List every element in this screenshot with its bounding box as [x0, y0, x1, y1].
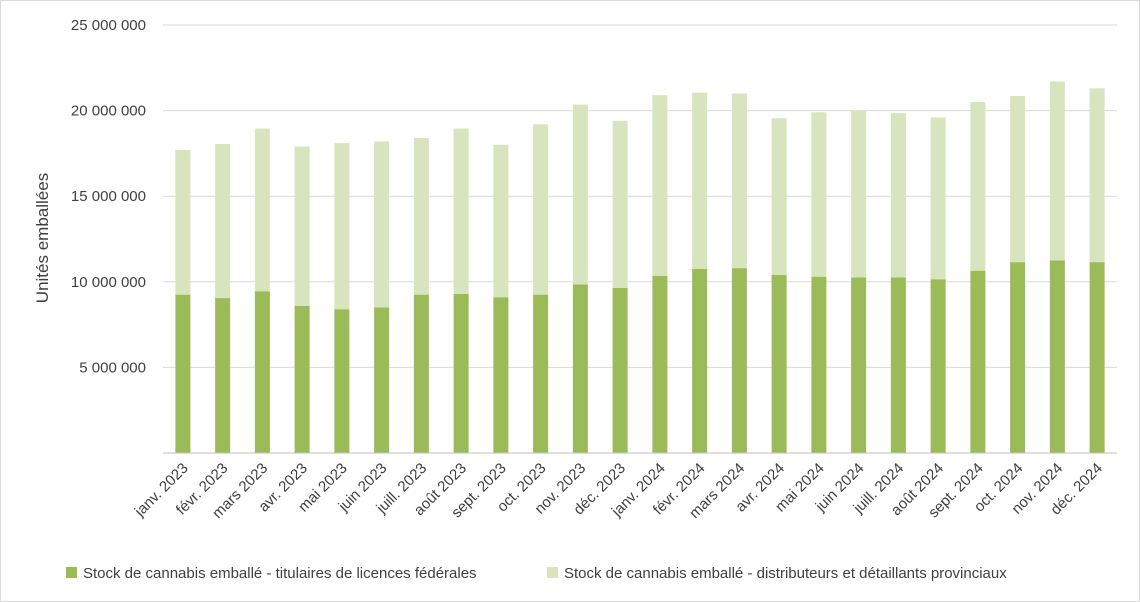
bar-segment-series-1	[493, 297, 509, 453]
bar-segment-series-1	[930, 279, 946, 453]
bar-segment-series-1	[1089, 262, 1105, 453]
bar-segment-series-1	[731, 268, 747, 453]
legend-swatch-series-1	[66, 567, 77, 578]
y-tick-label: 10 000 000	[71, 274, 146, 291]
bar-segment-series-1	[572, 284, 588, 453]
bar-segment-series-2	[215, 143, 231, 299]
bar-segment-series-1	[612, 287, 628, 453]
bar-segment-series-2	[572, 104, 588, 285]
bar-segment-series-1	[1010, 262, 1026, 453]
y-axis-ticks: 5 000 000 10 000 000 15 000 000 20 000 000 2…	[71, 17, 146, 376]
bar-segment-series-1	[771, 274, 787, 453]
bar-segment-series-2	[851, 110, 867, 278]
bar-segment-series-2	[811, 112, 827, 277]
gridlines	[163, 24, 1117, 368]
bar-segment-series-2	[771, 118, 787, 275]
bar-segment-series-2	[175, 149, 191, 295]
bar-segment-series-2	[374, 141, 390, 308]
y-tick-label: 25 000 000	[71, 17, 146, 34]
legend: Stock de cannabis emballé - titulaires d…	[66, 565, 1007, 582]
bar-segment-series-2	[731, 93, 747, 269]
bar-segment-series-1	[334, 309, 350, 453]
y-tick-label: 15 000 000	[71, 188, 146, 205]
bar-segment-series-1	[175, 294, 191, 453]
bar-segment-series-2	[652, 95, 668, 276]
bar-segment-series-1	[851, 277, 867, 453]
legend-label-series-2: Stock de cannabis emballé - distributeur…	[564, 565, 1007, 582]
bar-segment-series-2	[930, 117, 946, 280]
bar-segment-series-2	[413, 137, 429, 295]
bar-segment-series-2	[1010, 96, 1026, 263]
bar-segment-series-1	[453, 293, 469, 453]
bar-segment-series-2	[692, 92, 708, 269]
legend-swatch-series-2	[547, 567, 558, 578]
bar-segment-series-1	[811, 276, 827, 453]
bar-segment-series-2	[1049, 81, 1065, 261]
bar-segment-series-1	[890, 277, 906, 453]
bar-segment-series-2	[254, 128, 270, 292]
bar-segment-series-1	[1049, 260, 1065, 453]
bar-segment-series-1	[374, 307, 390, 453]
y-axis-title: Unités emballées	[33, 173, 52, 303]
y-tick-label: 5 000 000	[79, 359, 146, 376]
bar-segment-series-1	[652, 275, 668, 453]
bar-segment-series-2	[612, 120, 628, 288]
bar-segment-series-2	[453, 128, 469, 294]
bar-segment-series-1	[692, 268, 708, 453]
bar-segment-series-2	[493, 144, 509, 298]
bar-segment-series-2	[1089, 88, 1105, 263]
bar-segment-series-1	[294, 305, 310, 453]
bar-segment-series-1	[413, 294, 429, 453]
legend-label-series-1: Stock de cannabis emballé - titulaires d…	[83, 565, 477, 582]
bar-segment-series-2	[294, 146, 310, 306]
bar-segment-series-1	[215, 298, 231, 453]
bar-segment-series-1	[970, 270, 986, 453]
bar-segment-series-2	[334, 143, 350, 310]
bar-segment-series-1	[254, 291, 270, 453]
bar-segment-series-2	[533, 124, 549, 295]
bar-segment-series-2	[890, 113, 906, 278]
bar-segment-series-2	[970, 102, 986, 271]
y-tick-label: 20 000 000	[71, 103, 146, 120]
bars	[175, 81, 1105, 453]
bar-segment-series-1	[533, 294, 549, 453]
